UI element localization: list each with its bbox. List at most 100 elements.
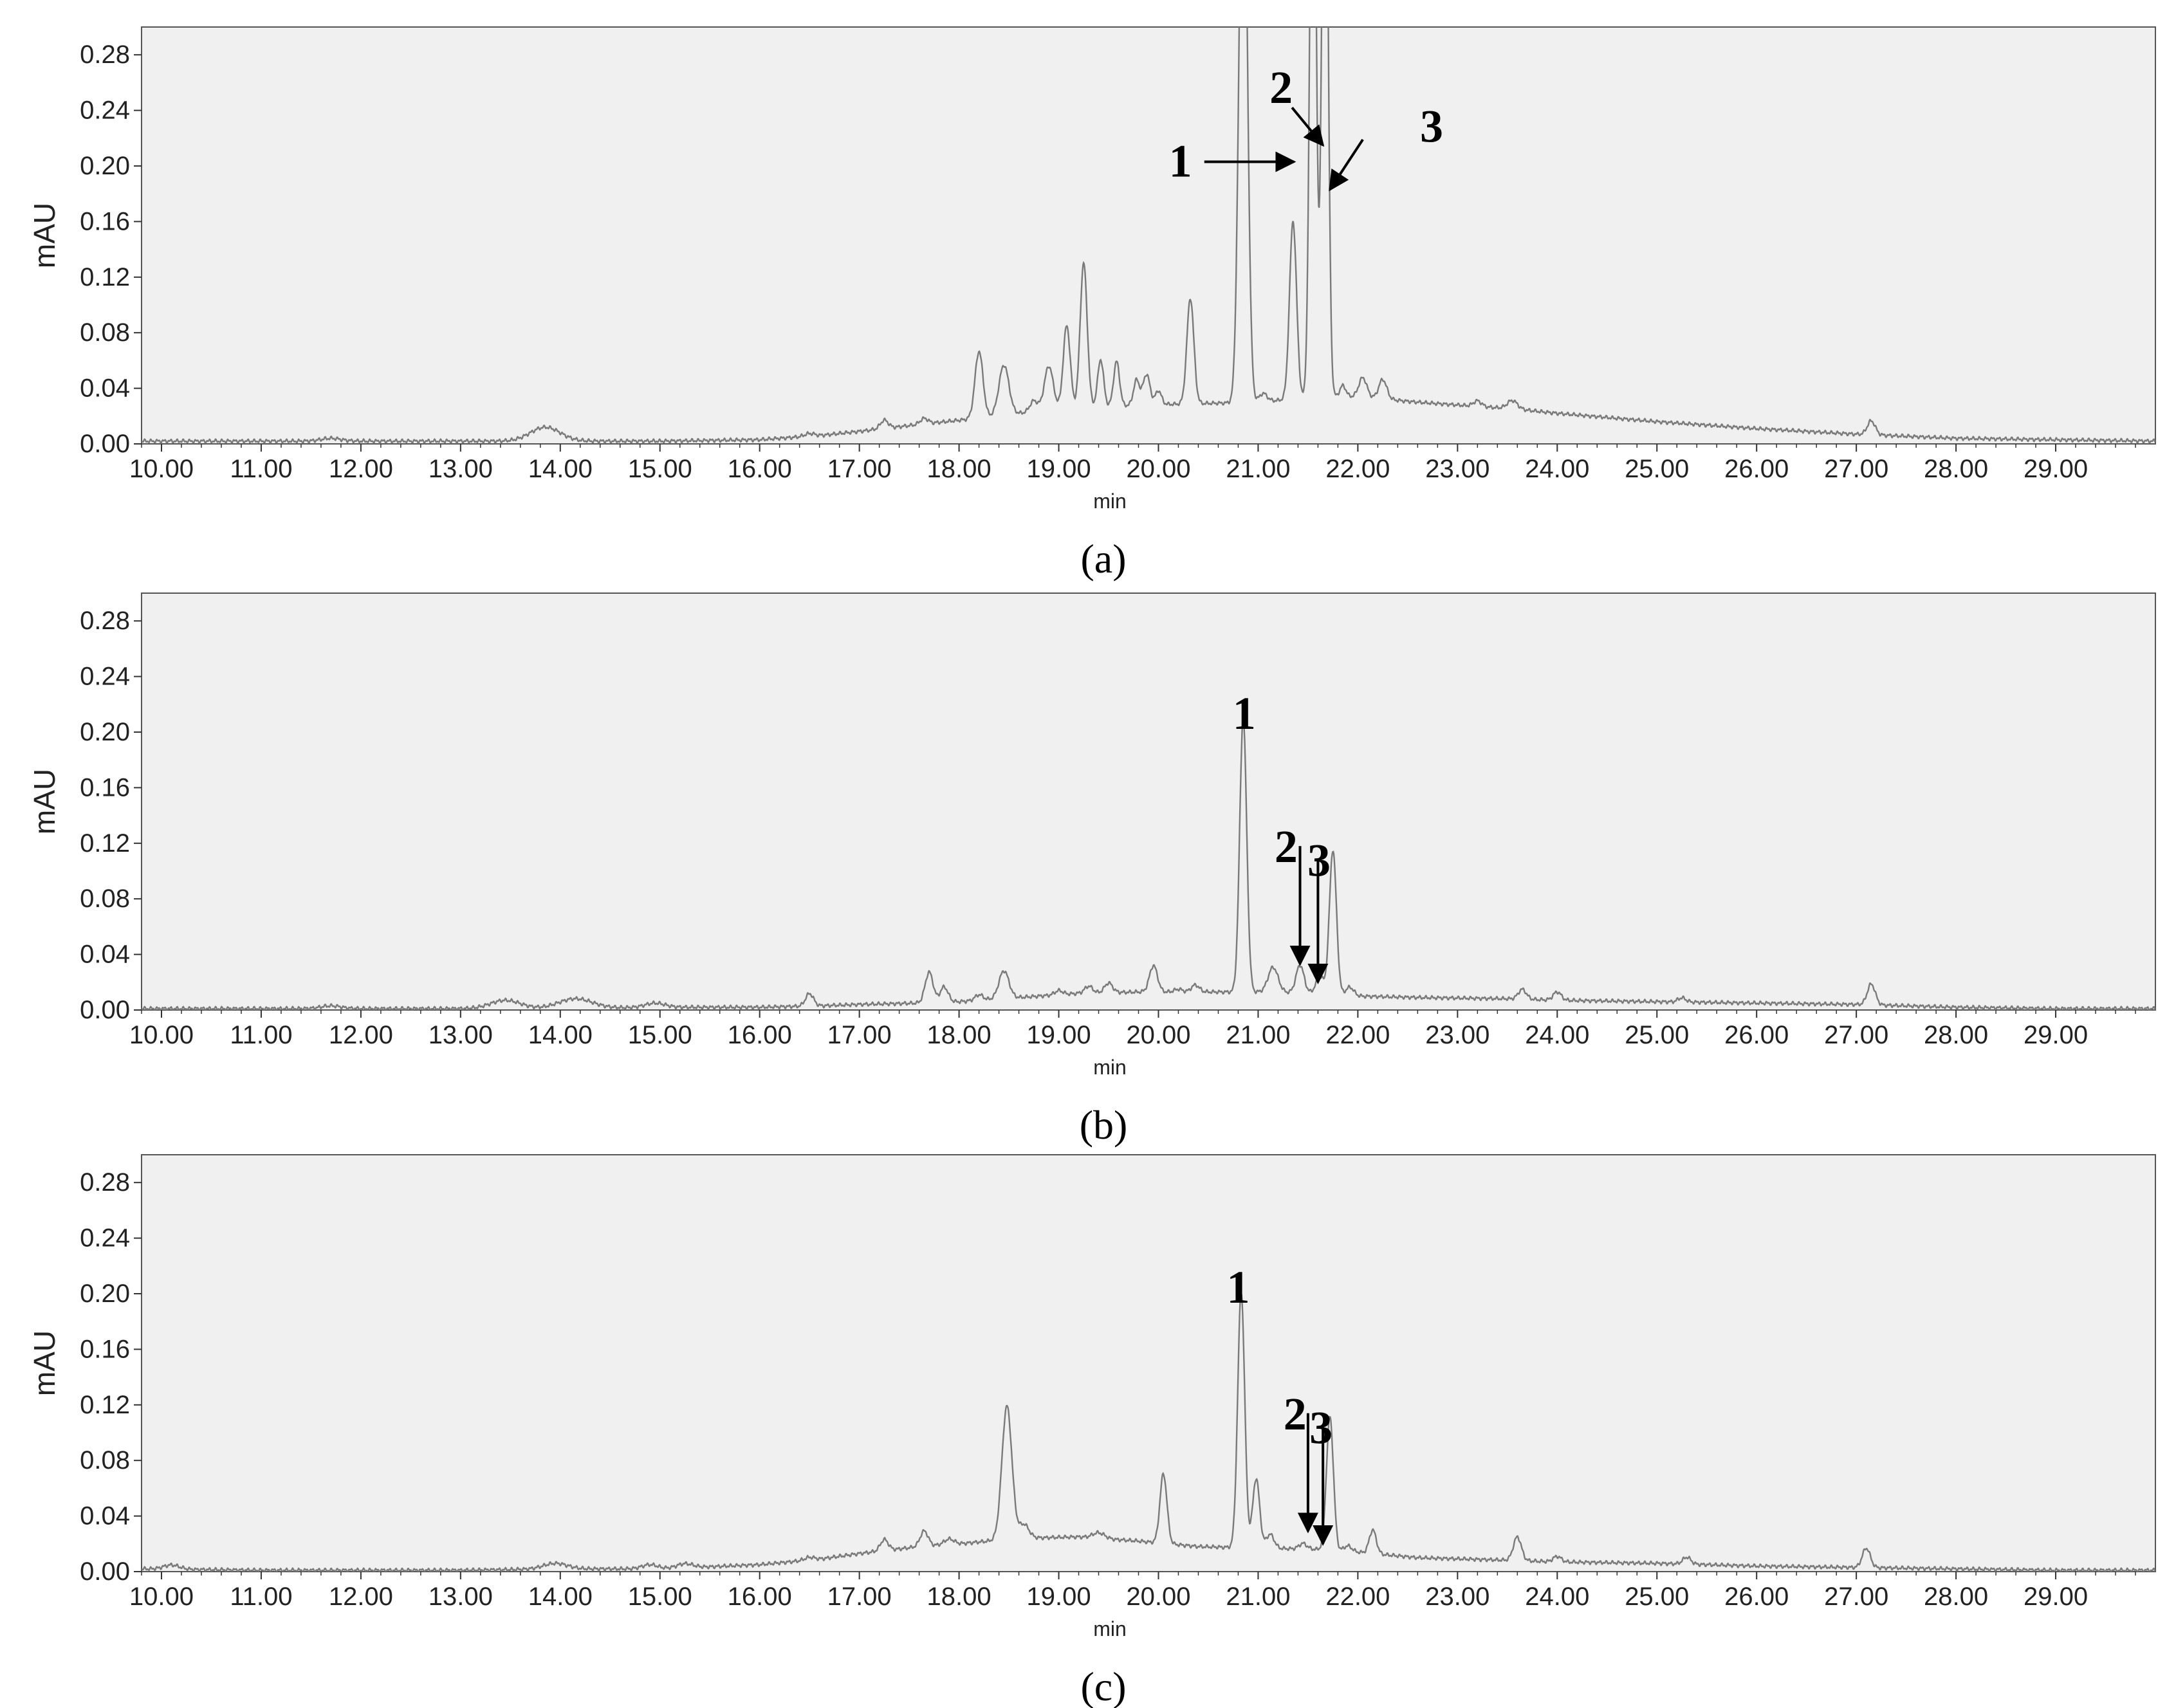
x-axis-label: min [1093,490,1127,513]
peak-arrow-3 [1329,138,1364,192]
peak-label-1: 1 [1233,688,1256,739]
peak-label-2: 2 [1284,1388,1307,1440]
x-tick-label: 23.00 [1425,1583,1489,1611]
plot-area [141,1154,2156,1572]
y-tick-label: 0.16 [80,773,130,802]
y-tick-label: 0.28 [80,607,130,635]
y-tick-label: 0.24 [80,1224,130,1253]
y-axis-label: mAU [28,769,61,834]
y-tick-label: 0.24 [80,96,130,125]
chromatogram-trace [142,1292,2155,1572]
y-axis-label: mAU [28,203,61,268]
peak-label-2: 2 [1269,62,1293,113]
x-tick-label: 16.00 [728,1583,792,1611]
peak-label-2: 2 [1275,821,1298,872]
x-tick-label: 19.00 [1026,455,1091,483]
x-tick-label: 24.00 [1525,1021,1589,1049]
x-tick-label: 15.00 [628,455,692,483]
panel-caption: (a) [1080,536,1126,582]
x-tick-label: 24.00 [1525,455,1589,483]
x-tick-label: 10.00 [129,1021,194,1049]
y-tick-label: 0.12 [80,1391,130,1419]
peak-label-3: 3 [1309,1402,1332,1453]
x-tick-label: 14.00 [528,1021,593,1049]
peak-label-3: 3 [1420,100,1443,152]
x-tick-label: 18.00 [927,1583,991,1611]
plot-area [141,26,2156,445]
x-tick-label: 29.00 [2024,1021,2088,1049]
x-tick-label: 21.00 [1226,1583,1290,1611]
x-tick-label: 25.00 [1625,1583,1689,1611]
peak-label-1: 1 [1226,1262,1249,1313]
x-tick-label: 29.00 [2024,455,2088,483]
y-tick-label: 0.16 [80,1335,130,1363]
x-tick-label: 10.00 [129,1583,194,1611]
x-tick-label: 21.00 [1226,455,1290,483]
chromatogram-trace [142,719,2155,1010]
x-tick-label: 12.00 [329,455,393,483]
y-tick-label: 0.12 [80,263,130,291]
panel-caption: (c) [1080,1664,1126,1708]
x-tick-label: 11.00 [230,1021,292,1049]
y-tick-label: 0.00 [80,996,130,1024]
x-tick-label: 25.00 [1625,455,1689,483]
y-tick-label: 0.20 [80,152,130,180]
x-tick-label: 15.00 [628,1021,692,1049]
x-tick-label: 24.00 [1525,1583,1589,1611]
x-tick-label: 26.00 [1724,1583,1789,1611]
y-tick-label: 0.12 [80,829,130,858]
y-tick-label: 0.04 [80,1502,130,1530]
x-tick-label: 28.00 [1924,455,1988,483]
y-tick-label: 0.24 [80,663,130,691]
x-tick-label: 22.00 [1325,1583,1390,1611]
x-tick-label: 20.00 [1126,455,1190,483]
x-tick-label: 12.00 [329,1021,393,1049]
x-tick-label: 11.00 [230,1583,292,1611]
x-tick-label: 18.00 [927,455,991,483]
x-tick-label: 20.00 [1126,1021,1190,1049]
y-tick-label: 0.28 [80,41,130,69]
x-tick-label: 11.00 [230,455,292,483]
chart-panel-2: 0.00 0.04 0.08 0.12 0.16 0.20 0.24 0.28 10.00 11.… [28,592,2156,1148]
x-tick-label: 17.00 [827,1583,892,1611]
chart-panel-1: 0.00 0.04 0.08 0.12 0.16 0.20 0.24 0.28 10.00 11.… [28,26,2156,582]
y-tick-label: 0.08 [80,318,130,347]
y-tick-label: 0.16 [80,207,130,235]
y-tick-label: 0.28 [80,1168,130,1197]
x-tick-label: 16.00 [728,1021,792,1049]
x-tick-label: 26.00 [1724,1021,1789,1049]
x-axis-label: min [1093,1617,1127,1640]
x-tick-label: 19.00 [1026,1021,1091,1049]
y-tick-label: 0.20 [80,718,130,746]
y-tick-label: 0.00 [80,1557,130,1586]
x-tick-label: 28.00 [1924,1583,1988,1611]
x-tick-label: 28.00 [1924,1021,1988,1049]
x-tick-label: 18.00 [927,1021,991,1049]
y-tick-label: 0.08 [80,1446,130,1474]
y-tick-label: 0.04 [80,941,130,969]
x-tick-label: 27.00 [1824,455,1888,483]
y-tick-label: 0.00 [80,430,130,458]
x-tick-label: 29.00 [2024,1583,2088,1611]
x-tick-label: 26.00 [1724,455,1789,483]
x-tick-label: 15.00 [628,1583,692,1611]
x-tick-label: 19.00 [1026,1583,1091,1611]
x-tick-label: 25.00 [1625,1021,1689,1049]
y-tick-label: 0.20 [80,1280,130,1308]
x-axis-label: min [1093,1056,1127,1079]
x-tick-label: 13.00 [429,455,493,483]
x-tick-label: 22.00 [1325,455,1390,483]
chart-panel-3: 0.00 0.04 0.08 0.12 0.16 0.20 0.24 0.28 10.00 11.… [28,1154,2156,1708]
plot-area [141,592,2156,1011]
x-tick-label: 16.00 [728,455,792,483]
x-tick-label: 13.00 [429,1583,493,1611]
x-tick-label: 27.00 [1824,1021,1888,1049]
peak-label-1: 1 [1169,135,1192,187]
x-tick-label: 27.00 [1824,1583,1888,1611]
x-tick-label: 22.00 [1325,1021,1390,1049]
y-tick-label: 0.08 [80,885,130,913]
x-tick-label: 14.00 [528,1583,593,1611]
x-tick-label: 23.00 [1425,455,1489,483]
x-tick-label: 23.00 [1425,1021,1489,1049]
